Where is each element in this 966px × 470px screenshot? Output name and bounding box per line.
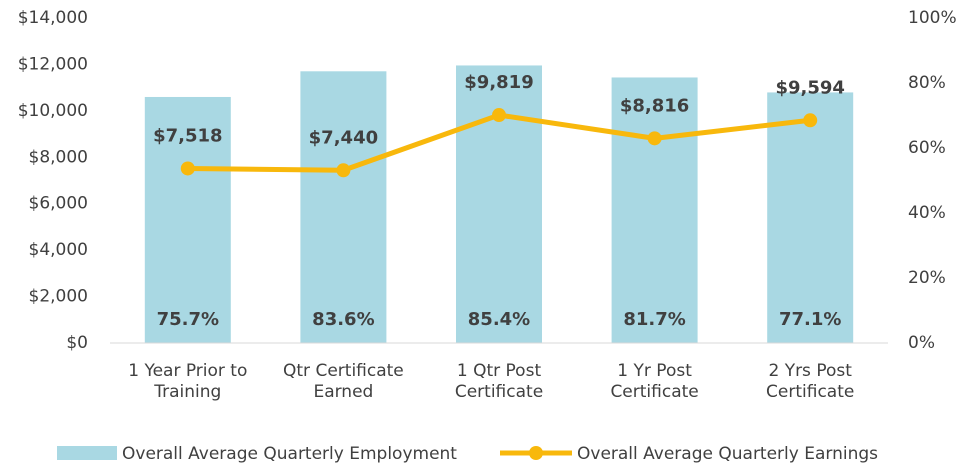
y-tick-label: $8,000 <box>29 147 88 167</box>
line-point <box>803 113 818 128</box>
y2-tick-label: 100% <box>908 8 957 28</box>
y-tick-label: $2,000 <box>29 287 88 307</box>
bar <box>456 65 542 343</box>
y2-tick-label: 80% <box>908 73 946 93</box>
y-tick-label: $14,000 <box>18 8 88 28</box>
y2-tick-label: 40% <box>908 203 946 223</box>
data-label: 75.7% <box>157 309 219 330</box>
data-label: $7,440 <box>309 127 378 148</box>
y2-tick-label: 0% <box>908 333 935 353</box>
line-point <box>180 161 195 176</box>
y-tick-label: $6,000 <box>29 194 88 214</box>
legend-swatch <box>57 446 117 460</box>
legend-swatch <box>529 446 543 460</box>
x-tick-label: Qtr Certificate Earned <box>283 361 404 402</box>
data-label: $9,594 <box>775 77 844 98</box>
line-point <box>492 108 506 123</box>
bar <box>611 77 698 343</box>
data-label: $8,816 <box>620 95 689 116</box>
legend-label: Overall Average Quarterly Earnings <box>577 444 878 464</box>
legend-label: Overall Average Quarterly Employment <box>122 444 457 464</box>
bar <box>144 96 231 343</box>
line-point <box>647 131 662 146</box>
x-tick-label: 1 Yr Post Certificate <box>610 361 699 402</box>
data-label: $7,518 <box>153 125 222 146</box>
y-tick-label: $0 <box>66 333 88 353</box>
data-label: 83.6% <box>312 309 374 330</box>
y2-tick-label: 20% <box>908 268 946 288</box>
bar <box>767 92 854 343</box>
bar <box>300 71 387 344</box>
y-tick-label: $12,000 <box>18 54 88 74</box>
data-label: 85.4% <box>468 309 530 330</box>
x-tick-label: 2 Yrs Post Certificate <box>766 361 855 402</box>
x-tick-label: 1 Year Prior to Training <box>128 361 248 402</box>
y2-tick-label: 60% <box>908 138 946 158</box>
y-tick-label: $10,000 <box>18 101 88 121</box>
data-label: $9,819 <box>464 72 533 93</box>
data-label: 81.7% <box>623 309 685 330</box>
data-label: 77.1% <box>779 309 841 330</box>
y-tick-label: $4,000 <box>29 240 88 260</box>
line-point <box>336 163 351 178</box>
x-tick-label: 1 Qtr Post Certificate <box>454 361 544 402</box>
